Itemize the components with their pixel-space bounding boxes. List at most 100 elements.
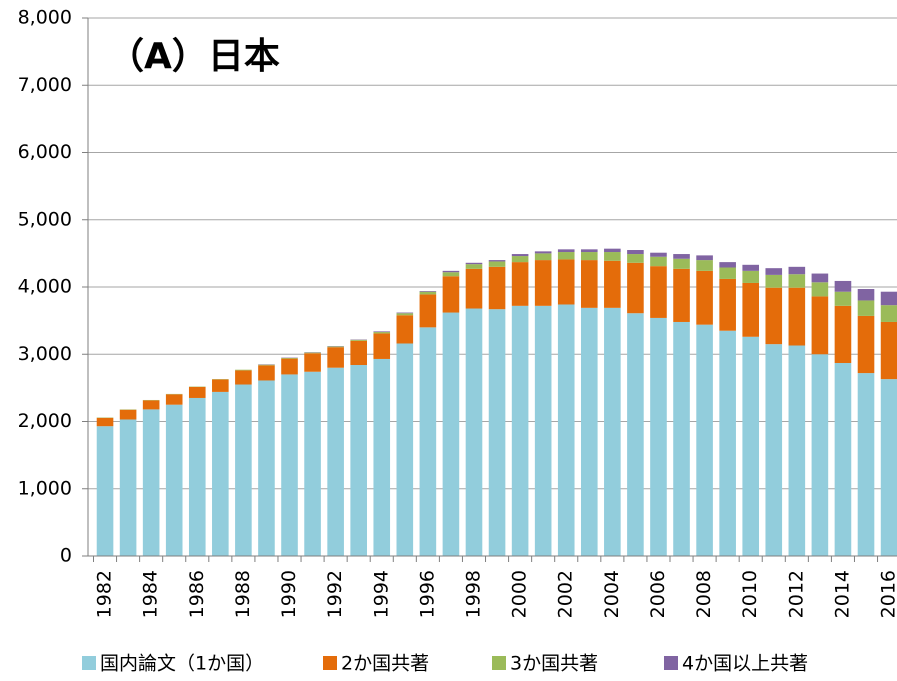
bar-segment (212, 391, 229, 556)
bar-segment (534, 305, 552, 556)
bar-segment (673, 254, 690, 259)
bar-segment (442, 312, 460, 556)
bar-segment (627, 313, 644, 556)
bar-segment (165, 394, 183, 405)
bar-segment (419, 327, 437, 556)
bar-segment (511, 305, 529, 556)
y-tick-label: 2,000 (18, 410, 72, 432)
bar-segment (857, 300, 875, 316)
x-tick-label: 2012 (785, 570, 807, 618)
bar-segment (719, 330, 736, 556)
bar-segment (650, 317, 667, 556)
bar-segment (696, 324, 713, 556)
bar-segment (511, 254, 529, 257)
bar-segment (627, 254, 644, 263)
bar-segment (165, 404, 183, 556)
bar-segment (534, 253, 552, 261)
bar-segment (788, 266, 806, 275)
bar-segment (396, 315, 414, 344)
bar-segment (119, 419, 137, 556)
legend-label: 国内論文（1か国） (100, 653, 264, 675)
legend-label: 3か国共著 (510, 653, 598, 675)
x-tick-label: 1996 (416, 570, 438, 618)
legend-swatch (664, 656, 678, 670)
x-tick-label: 1982 (94, 570, 116, 618)
bar-segment (742, 282, 760, 337)
bar-segment (235, 369, 252, 371)
x-tick-label: 1992 (324, 570, 346, 618)
x-tick-label: 1984 (140, 570, 162, 618)
bar-segment (742, 336, 760, 556)
bar-segment (235, 384, 252, 556)
bar-segment (235, 370, 252, 385)
bar-segment (142, 400, 160, 410)
bar-segment (281, 357, 298, 359)
bar-segment (857, 289, 875, 301)
bar-segment (719, 278, 736, 331)
bar-segment (557, 252, 575, 260)
y-tick-label: 3,000 (18, 343, 72, 365)
x-tick-label: 1990 (278, 570, 300, 618)
bar-segment (465, 308, 483, 556)
legend-label: 2か国共著 (341, 653, 429, 675)
bar-segment (304, 352, 321, 354)
bar-segment (304, 353, 321, 372)
bar-segment (604, 260, 621, 308)
bar-segment (880, 321, 897, 380)
bar-segment (419, 294, 437, 328)
bar-segment (557, 259, 575, 305)
bar-segment (604, 307, 621, 556)
bar-segment (465, 268, 483, 309)
y-tick-label: 8,000 (18, 7, 72, 29)
bar-segment (465, 262, 483, 265)
bar-segment (327, 347, 344, 368)
y-tick-label: 1,000 (18, 477, 72, 499)
bar-segment (350, 339, 367, 341)
x-tick-label: 2016 (878, 570, 897, 618)
bar-segment (742, 264, 760, 271)
bar-segment (880, 291, 897, 306)
bar-segment (580, 249, 598, 253)
bar-segment (834, 305, 852, 363)
bar-segment (604, 252, 621, 261)
y-tick-label: 7,000 (18, 74, 72, 96)
bar-segment (419, 291, 437, 295)
x-tick-label: 2000 (509, 570, 531, 618)
x-tick-label: 2002 (555, 570, 577, 618)
bar-segment (834, 362, 852, 556)
y-tick-label: 4,000 (18, 276, 72, 298)
bar-segment (142, 409, 160, 556)
bar-segment (511, 262, 529, 306)
legend-swatch (492, 656, 506, 670)
x-tick-label: 1994 (370, 570, 392, 618)
x-tick-label: 1988 (232, 570, 254, 618)
bar-segment (811, 354, 829, 556)
bar-segment (857, 373, 875, 556)
bar-segment (811, 296, 829, 355)
bar-segment (811, 273, 829, 283)
bar-segment (96, 417, 114, 427)
y-tick-label: 6,000 (18, 141, 72, 163)
bar-segment (442, 272, 460, 277)
bar-segment (765, 274, 783, 288)
x-tick-label: 2004 (601, 570, 623, 618)
bar-segment (857, 315, 875, 374)
y-tick-label: 0 (60, 545, 72, 567)
bar-segment (673, 321, 690, 556)
bar-segment (258, 364, 275, 366)
bar-segment (627, 262, 644, 314)
x-tick-label: 1986 (186, 570, 208, 618)
bar-segment (488, 309, 506, 556)
bar-segment (258, 380, 275, 556)
bar-segment (396, 312, 414, 314)
x-tick-label: 2006 (647, 570, 669, 618)
bar-segment (650, 256, 667, 267)
bar-segment (604, 248, 621, 253)
bar-segment (373, 332, 391, 334)
x-tick-label: 1998 (462, 570, 484, 618)
bar-segment (673, 268, 690, 322)
bar-segment (327, 367, 344, 556)
bar-segment (534, 260, 552, 306)
bar-segment (788, 345, 806, 556)
bar-segment (580, 307, 598, 556)
